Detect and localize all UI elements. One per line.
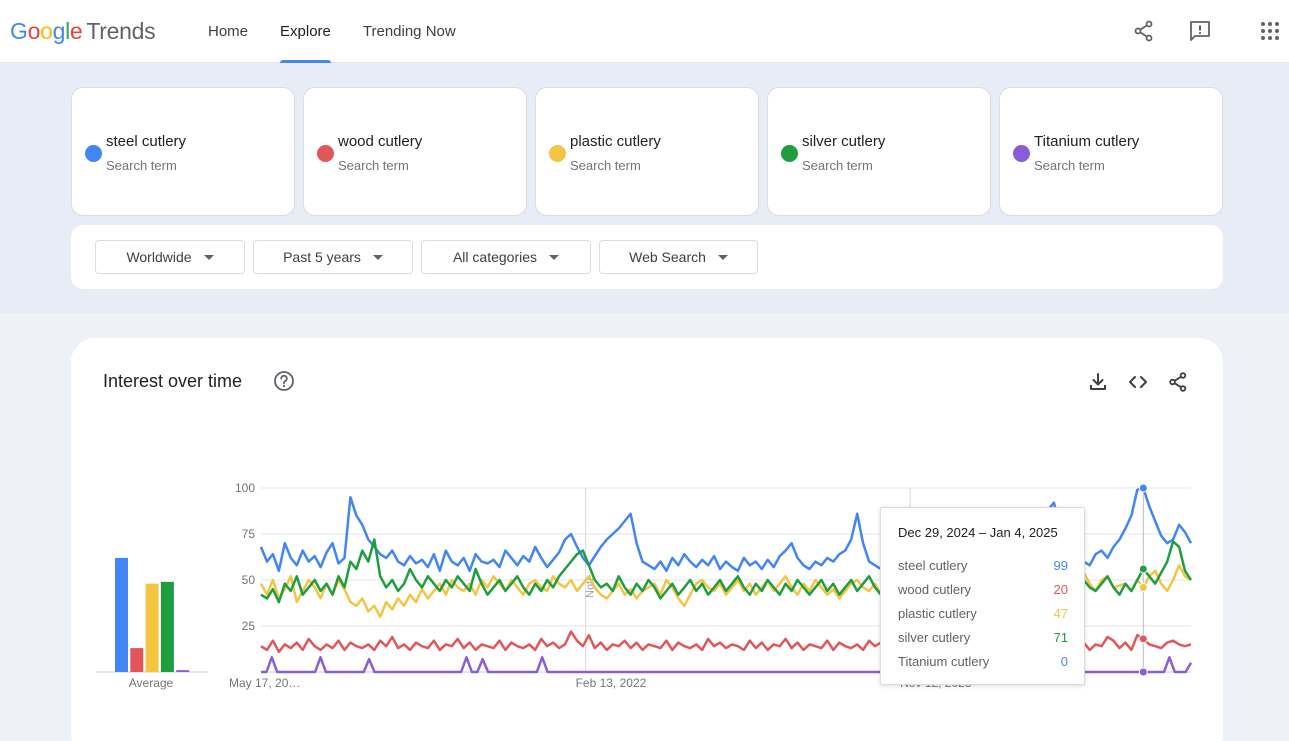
- tooltip-row: steel cutlery 99: [898, 558, 1068, 573]
- term-name: Titanium cutlery: [1034, 133, 1140, 150]
- search-type-dropdown[interactable]: Web Search: [599, 240, 758, 274]
- search-type-label: Web Search: [629, 249, 706, 265]
- term-color-dot: [549, 145, 566, 162]
- term-type: Search term: [1034, 158, 1105, 173]
- feedback-icon[interactable]: [1188, 19, 1212, 43]
- time-range-dropdown[interactable]: Past 5 years: [253, 240, 413, 274]
- category-dropdown[interactable]: All categories: [421, 240, 591, 274]
- term-name: plastic cutlery: [570, 133, 661, 150]
- tooltip-row-label: Titanium cutlery: [898, 654, 990, 669]
- term-color-dot: [85, 145, 102, 162]
- tooltip-row: plastic cutlery 47: [898, 606, 1068, 621]
- term-name: silver cutlery: [802, 133, 886, 150]
- average-bar-silver-cutlery: [160, 581, 174, 672]
- term-card-wood-cutlery[interactable]: wood cutlery Search term: [303, 87, 527, 216]
- dropdown-arrow-icon: [203, 254, 214, 260]
- tooltip-date: Dec 29, 2024 – Jan 4, 2025: [898, 525, 1058, 540]
- term-type: Search term: [106, 158, 177, 173]
- region-dropdown[interactable]: Worldwide: [95, 240, 245, 274]
- term-name: steel cutlery: [106, 133, 187, 150]
- apps-grid-icon[interactable]: [1258, 19, 1282, 43]
- share-icon[interactable]: [1167, 371, 1189, 393]
- download-icon[interactable]: [1087, 371, 1109, 393]
- dropdown-arrow-icon: [372, 254, 383, 260]
- time-range-label: Past 5 years: [283, 249, 361, 265]
- nav-home[interactable]: Home: [208, 23, 249, 40]
- dropdown-arrow-icon: [717, 254, 728, 260]
- term-name: wood cutlery: [338, 133, 423, 150]
- filter-bar: Worldwide Past 5 years All categories We…: [71, 225, 1223, 289]
- search-area: steel cutlery Search term wood cutlery S…: [0, 63, 1289, 313]
- dropdown-arrow-icon: [549, 254, 560, 260]
- hover-point: [1138, 582, 1148, 592]
- term-color-dot: [781, 145, 798, 162]
- y-tick-label: 50: [242, 573, 256, 587]
- tooltip-row: wood cutlery 20: [898, 582, 1068, 597]
- term-color-dot: [1013, 145, 1030, 162]
- chart-tooltip: Dec 29, 2024 – Jan 4, 2025 steel cutlery…: [880, 507, 1085, 685]
- y-tick-label: 25: [242, 619, 256, 633]
- y-tick-label: 100: [235, 481, 255, 495]
- tooltip-row-label: steel cutlery: [898, 558, 968, 573]
- tooltip-row-value: 47: [1053, 606, 1068, 621]
- tooltip-row-label: silver cutlery: [898, 630, 971, 645]
- chart-title: Interest over time: [103, 371, 243, 391]
- y-tick-label: 75: [242, 527, 256, 541]
- interest-over-time-card: Interest over time 25 50 75 100 May 17, 20… F…: [71, 338, 1223, 741]
- tooltip-row-value: 71: [1053, 630, 1068, 645]
- region-label: Worldwide: [126, 249, 192, 265]
- term-type: Search term: [802, 158, 873, 173]
- average-bar-plastic-cutlery: [145, 583, 159, 672]
- logo-product: Trends: [86, 18, 156, 44]
- term-type: Search term: [338, 158, 409, 173]
- logo-wordmark: Google: [10, 18, 83, 44]
- average-bar-wood-cutlery: [130, 648, 144, 672]
- term-card-steel-cutlery[interactable]: steel cutlery Search term: [71, 87, 295, 216]
- share-icon[interactable]: [1132, 19, 1156, 43]
- tooltip-row-value: 0: [1060, 654, 1068, 669]
- term-color-dot: [317, 145, 334, 162]
- tooltip-row-label: wood cutlery: [898, 582, 971, 597]
- average-label: Average: [129, 676, 174, 690]
- term-card-titanium-cutlery[interactable]: Titanium cutlery Search term: [999, 87, 1223, 216]
- tooltip-row-value: 99: [1053, 558, 1068, 573]
- main-nav: Home Explore Trending Now: [192, 0, 472, 63]
- term-card-plastic-cutlery[interactable]: plastic cutlery Search term: [535, 87, 759, 216]
- note-marker-label: Note: [585, 575, 597, 598]
- hover-point: [1138, 483, 1148, 493]
- x-tick-label: May 17, 20…: [229, 676, 300, 690]
- embed-icon[interactable]: [1127, 371, 1149, 393]
- average-bar-steel-cutlery: [115, 557, 128, 672]
- term-type: Search term: [570, 158, 641, 173]
- tooltip-row-label: plastic cutlery: [898, 606, 977, 621]
- term-card-silver-cutlery[interactable]: silver cutlery Search term: [767, 87, 991, 216]
- google-trends-logo[interactable]: Google Trends: [10, 18, 156, 45]
- hover-point: [1138, 564, 1148, 574]
- hover-point: [1138, 634, 1148, 644]
- x-tick-label: Feb 13, 2022: [576, 676, 647, 690]
- nav-explore[interactable]: Explore: [264, 0, 347, 63]
- tooltip-row: Titanium cutlery 0: [898, 654, 1068, 669]
- average-bar-titanium-cutlery: [176, 670, 190, 672]
- top-bar: Google Trends Home Explore Trending Now: [0, 0, 1289, 63]
- category-label: All categories: [452, 249, 538, 265]
- help-icon[interactable]: [273, 370, 295, 392]
- hover-point: [1138, 667, 1148, 677]
- tooltip-row-value: 20: [1053, 582, 1068, 597]
- nav-trending-now[interactable]: Trending Now: [362, 23, 456, 40]
- tooltip-row: silver cutlery 71: [898, 630, 1068, 645]
